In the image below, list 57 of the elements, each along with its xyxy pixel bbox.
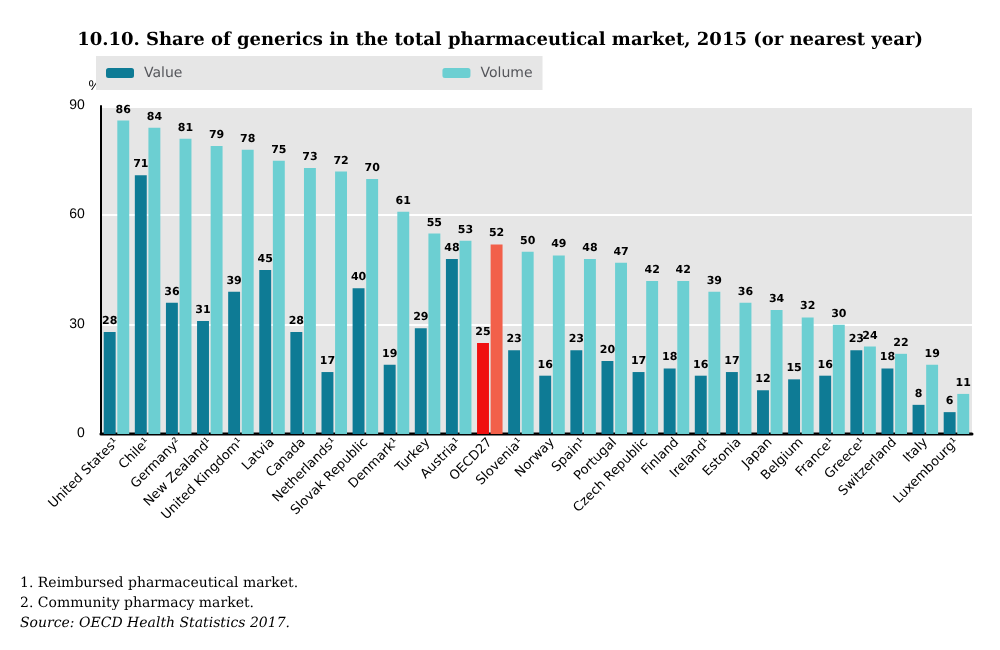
bar [819, 375, 832, 434]
bar [770, 310, 783, 434]
bar [615, 262, 627, 434]
bar [103, 331, 116, 434]
bar [957, 393, 970, 434]
bar [646, 280, 659, 434]
bar [570, 350, 583, 434]
bar [414, 328, 427, 434]
bar [397, 211, 410, 434]
bar [943, 412, 956, 434]
bar [912, 404, 925, 434]
bar [117, 120, 130, 434]
bar [757, 390, 769, 434]
bar [352, 288, 365, 434]
bar [165, 302, 178, 434]
bar [601, 361, 614, 434]
bar [197, 321, 209, 434]
bar [863, 346, 876, 434]
bar [210, 146, 223, 434]
bar [694, 375, 707, 434]
bar [335, 171, 347, 434]
bar [241, 149, 254, 434]
bar [366, 178, 379, 434]
bar [383, 364, 396, 434]
bar [321, 372, 334, 434]
bar [134, 175, 147, 434]
bar [490, 244, 503, 434]
bar [259, 270, 272, 434]
bar [539, 375, 552, 434]
bar [459, 240, 472, 434]
bar [303, 167, 316, 434]
bar [801, 317, 814, 434]
bar [445, 259, 458, 434]
bar [290, 331, 303, 434]
bar [926, 364, 939, 434]
bar [552, 255, 565, 434]
bar [832, 324, 845, 434]
bar [632, 372, 645, 434]
bar [272, 160, 285, 434]
bar [725, 372, 738, 434]
bar [881, 368, 894, 434]
bar [663, 368, 676, 434]
bar [228, 291, 241, 434]
bar [521, 251, 534, 434]
bar [739, 302, 752, 434]
bar [477, 342, 489, 434]
bar [428, 233, 441, 434]
bar [708, 291, 721, 434]
chart-title: 10.10. Share of generics in the total pharmaceutical market, 2015 (or nearest year) [77, 31, 923, 51]
bar [895, 353, 907, 434]
bar [148, 127, 161, 434]
bar [850, 350, 863, 434]
bar [508, 350, 521, 434]
bar [179, 138, 192, 434]
bar [677, 280, 690, 434]
bar [583, 259, 596, 434]
bar [788, 379, 801, 434]
